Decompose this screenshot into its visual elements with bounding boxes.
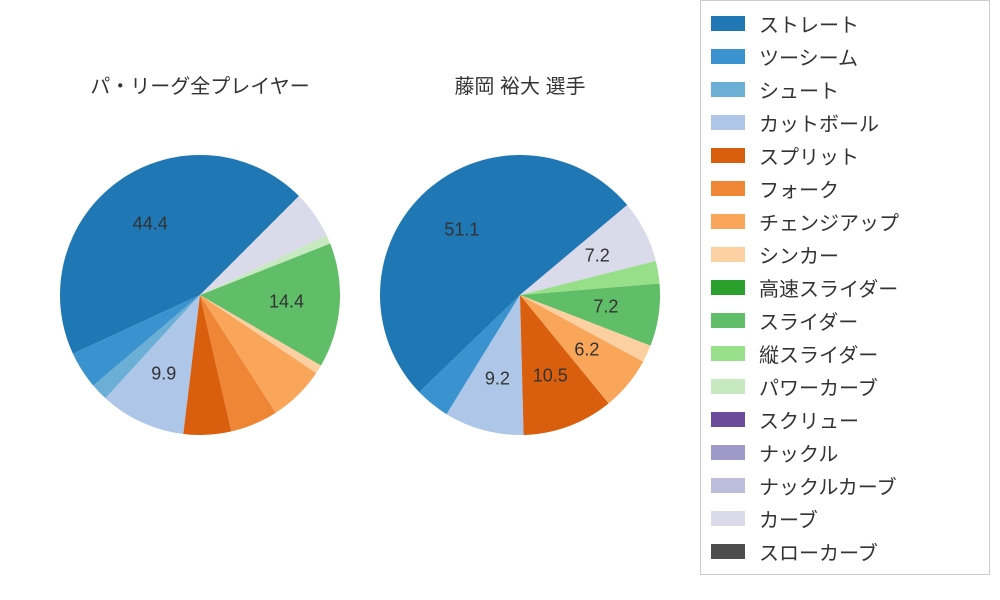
slice-label: 51.1 — [444, 220, 479, 241]
legend-swatch — [711, 544, 745, 559]
legend-item: スクリュー — [711, 403, 979, 436]
legend-label: シンカー — [759, 240, 839, 269]
legend-swatch — [711, 148, 745, 163]
slice-label: 6.2 — [574, 340, 599, 361]
legend-swatch — [711, 478, 745, 493]
legend-item: スライダー — [711, 304, 979, 337]
chart-canvas: パ・リーグ全プレイヤー 藤岡 裕大 選手 44.4 9.9 14.4 51.1 9.2… — [0, 0, 1000, 600]
legend-item: スプリット — [711, 139, 979, 172]
chart-title-player: 藤岡 裕大 選手 — [380, 70, 660, 99]
legend-item: ナックル — [711, 436, 979, 469]
legend-label: パワーカーブ — [759, 372, 878, 401]
legend-item: 高速スライダー — [711, 271, 979, 304]
legend-item: チェンジアップ — [711, 205, 979, 238]
legend-item: ストレート — [711, 7, 979, 40]
legend-item: カットボール — [711, 106, 979, 139]
legend-label: シュート — [759, 75, 839, 104]
slice-label: 7.2 — [593, 297, 618, 318]
chart-title-league: パ・リーグ全プレイヤー — [60, 70, 340, 99]
legend-label: 縦スライダー — [759, 339, 878, 368]
legend-item: ナックルカーブ — [711, 469, 979, 502]
legend-label: スプリット — [759, 141, 859, 170]
legend-swatch — [711, 49, 745, 64]
legend-label: ナックル — [759, 438, 838, 467]
legend-label: 高速スライダー — [759, 273, 898, 302]
legend-label: カットボール — [759, 108, 879, 137]
legend-label: ストレート — [759, 9, 859, 38]
legend: ストレートツーシームシュートカットボールスプリットフォークチェンジアップシンカー… — [700, 0, 990, 575]
legend-swatch — [711, 247, 745, 262]
legend-swatch — [711, 445, 745, 460]
legend-swatch — [711, 214, 745, 229]
slice-label: 9.2 — [485, 368, 510, 389]
legend-swatch — [711, 181, 745, 196]
legend-label: スローカーブ — [759, 537, 878, 566]
slice-label: 9.9 — [151, 363, 176, 384]
legend-item: パワーカーブ — [711, 370, 979, 403]
legend-item: フォーク — [711, 172, 979, 205]
legend-swatch — [711, 379, 745, 394]
pie-chart-player: 51.1 9.2 10.5 6.2 7.2 7.2 — [380, 155, 660, 435]
legend-swatch — [711, 412, 745, 427]
slice-label: 44.4 — [133, 213, 168, 234]
legend-label: ナックルカーブ — [759, 471, 897, 500]
legend-label: スクリュー — [759, 405, 859, 434]
legend-label: スライダー — [759, 306, 858, 335]
legend-swatch — [711, 115, 745, 130]
legend-swatch — [711, 346, 745, 361]
legend-item: スローカーブ — [711, 535, 979, 568]
legend-label: ツーシーム — [759, 42, 858, 71]
slice-label: 10.5 — [533, 366, 568, 387]
slice-label: 7.2 — [585, 245, 610, 266]
legend-item: シンカー — [711, 238, 979, 271]
legend-swatch — [711, 511, 745, 526]
slice-label: 14.4 — [269, 291, 304, 312]
legend-label: カーブ — [759, 504, 818, 533]
legend-swatch — [711, 16, 745, 31]
legend-label: チェンジアップ — [759, 207, 899, 236]
legend-item: カーブ — [711, 502, 979, 535]
legend-item: ツーシーム — [711, 40, 979, 73]
pie-chart-league: 44.4 9.9 14.4 — [60, 155, 340, 435]
legend-swatch — [711, 82, 745, 97]
legend-item: シュート — [711, 73, 979, 106]
legend-swatch — [711, 313, 745, 328]
legend-item: 縦スライダー — [711, 337, 979, 370]
legend-swatch — [711, 280, 745, 295]
legend-label: フォーク — [759, 174, 839, 203]
